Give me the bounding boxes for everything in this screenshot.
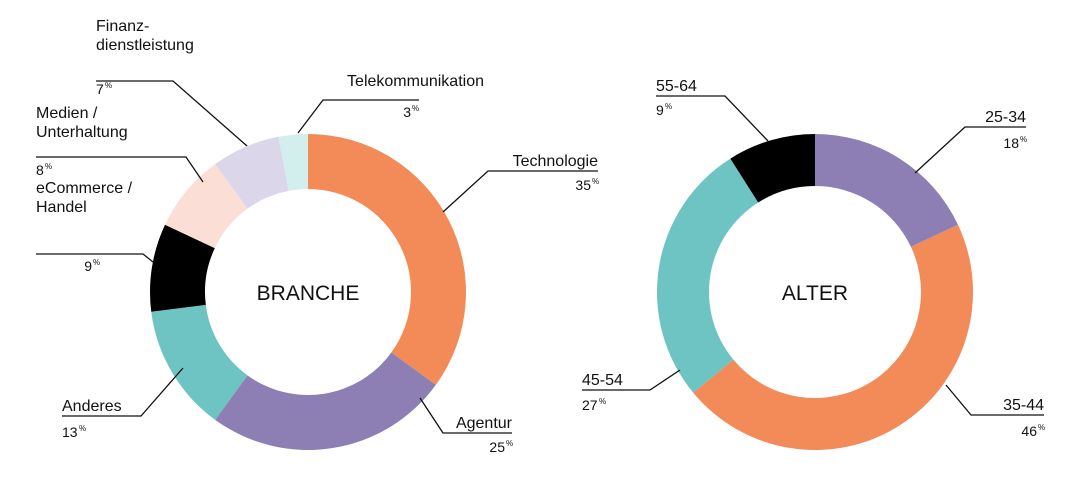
donut-chart-branche: Technologie 35 % Agentur 25 % Anderes 13 % eComme… (36, 18, 599, 455)
donut-slice-25-34 (815, 134, 958, 247)
donut-slice-telekommunikation (278, 134, 308, 191)
slice-label: 25-34 (985, 109, 1026, 126)
donut-slice-55-64 (730, 134, 815, 203)
leader-line (419, 397, 512, 434)
percent-sign: % (93, 258, 100, 267)
slice-label: Technologie (513, 153, 599, 170)
donut-slice-medien-unterhaltung (165, 164, 248, 249)
slice-label: 35-44 (1003, 397, 1044, 414)
donut-slice-35-44 (693, 224, 973, 450)
leader-line (914, 126, 1026, 174)
percent-sign: % (665, 102, 672, 111)
slice-value-label: 13 (62, 424, 78, 440)
percent-sign: % (45, 162, 52, 171)
slice-label: dienstleistung (96, 37, 194, 54)
slice-value-label: 3 (403, 104, 411, 120)
slice-label: Agentur (456, 415, 513, 432)
leader-line (96, 80, 248, 147)
leader-line (62, 367, 184, 417)
slice-value-label: 25 (489, 439, 505, 455)
percent-sign: % (79, 424, 86, 433)
percent-sign: % (1038, 423, 1045, 432)
slice-label: Unterhaltung (36, 124, 128, 141)
percent-sign: % (506, 439, 513, 448)
leader-line (442, 170, 598, 213)
slice-label: Handel (36, 199, 87, 216)
slice-label: Telekommunikation (347, 73, 484, 90)
slice-label: Medien / (36, 105, 98, 122)
leader-line (36, 253, 154, 263)
leader-line (582, 369, 681, 391)
donut-center-label: ALTER (782, 282, 848, 305)
slice-value-label: 46 (1021, 423, 1037, 439)
slice-value-label: 7 (96, 81, 104, 97)
donut-slice-technologie (308, 134, 466, 385)
percent-sign: % (1020, 135, 1027, 144)
donut-center-label: BRANCHE (257, 282, 360, 305)
percent-sign: % (599, 397, 606, 406)
slice-value-label: 18 (1003, 135, 1019, 151)
slice-value-label: 27 (582, 397, 598, 413)
percent-sign: % (412, 104, 419, 113)
slice-label: Anderes (62, 398, 122, 415)
leader-line (656, 95, 769, 142)
leader-line (297, 99, 419, 134)
slice-value-label: 8 (36, 162, 44, 178)
donut-chart-alter: 25-34 18 % 35-44 46 % 45-54 27 % 55-64 9 % ALTER (582, 78, 1045, 450)
percent-sign: % (105, 81, 112, 90)
donut-slice-agentur (215, 352, 436, 450)
slice-label: 45-54 (582, 372, 623, 389)
slice-value-label: 9 (84, 258, 92, 274)
leader-line (36, 156, 204, 183)
donut-slice-anderes (151, 304, 248, 420)
leader-line (945, 384, 1044, 416)
donut-slice-45-54 (657, 158, 759, 393)
slice-label: Finanz- (96, 18, 149, 35)
slice-label: eCommerce / (36, 180, 133, 197)
donut-slice-ecommerce-handel (150, 224, 215, 312)
slice-value-label: 9 (656, 102, 664, 118)
slice-value-label: 35 (575, 177, 591, 193)
donut-slice-finanz-dienstleistung (215, 136, 289, 209)
percent-sign: % (592, 177, 599, 186)
slice-label: 55-64 (656, 78, 697, 95)
